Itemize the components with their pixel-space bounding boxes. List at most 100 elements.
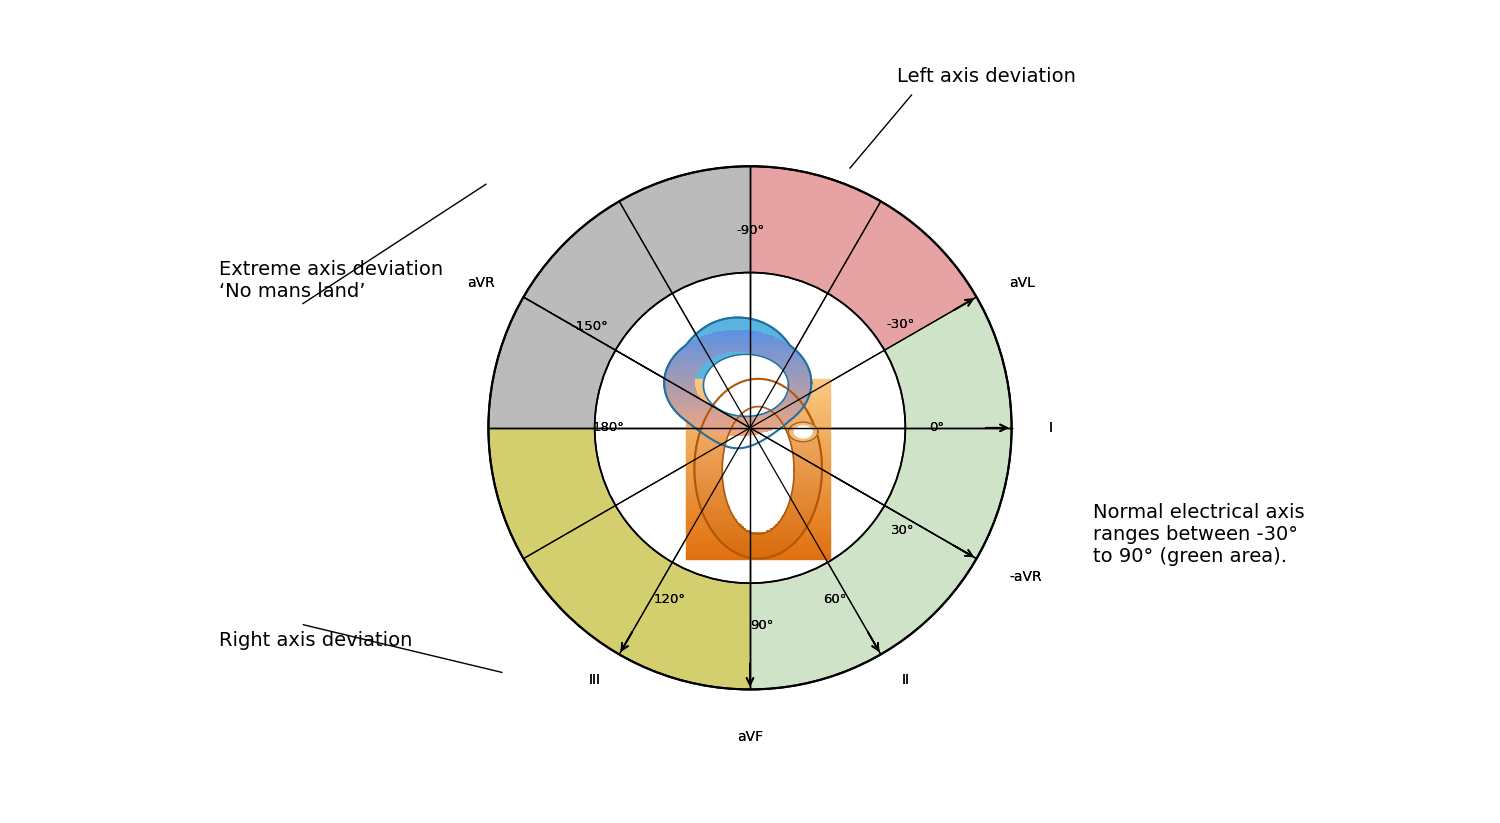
Polygon shape	[680, 350, 738, 351]
Polygon shape	[669, 363, 705, 365]
Polygon shape	[780, 379, 812, 380]
Polygon shape	[664, 382, 694, 383]
Polygon shape	[758, 355, 801, 356]
Polygon shape	[784, 424, 814, 425]
Polygon shape	[711, 407, 747, 409]
Polygon shape	[729, 548, 758, 550]
Bar	[686, 406, 830, 408]
Bar	[686, 534, 830, 536]
Polygon shape	[776, 368, 808, 370]
Bar	[686, 385, 830, 388]
Polygon shape	[700, 429, 729, 431]
Polygon shape	[738, 426, 778, 428]
Polygon shape	[789, 435, 818, 436]
Polygon shape	[666, 396, 700, 398]
Bar	[686, 556, 830, 559]
Text: 30°: 30°	[891, 524, 915, 537]
Polygon shape	[723, 542, 758, 544]
Text: 180°: 180°	[592, 421, 626, 435]
Polygon shape	[794, 472, 822, 474]
Polygon shape	[690, 342, 738, 343]
Polygon shape	[706, 415, 738, 416]
Polygon shape	[788, 431, 816, 433]
Polygon shape	[698, 492, 724, 494]
Polygon shape	[696, 486, 724, 489]
Polygon shape	[700, 427, 730, 429]
Polygon shape	[758, 535, 801, 537]
Polygon shape	[676, 412, 726, 413]
Polygon shape	[776, 398, 808, 399]
Polygon shape	[664, 384, 696, 385]
Polygon shape	[708, 412, 741, 413]
Polygon shape	[782, 418, 812, 421]
Polygon shape	[738, 339, 780, 341]
Polygon shape	[758, 551, 782, 553]
Polygon shape	[668, 365, 702, 367]
Polygon shape	[758, 541, 795, 542]
Polygon shape	[790, 440, 819, 442]
Polygon shape	[758, 532, 802, 533]
Polygon shape	[664, 379, 696, 380]
Polygon shape	[708, 334, 738, 335]
Polygon shape	[668, 367, 700, 368]
Polygon shape	[669, 400, 704, 402]
Bar	[686, 467, 830, 469]
Polygon shape	[696, 485, 723, 486]
Polygon shape	[664, 378, 696, 379]
Polygon shape	[694, 458, 723, 460]
Bar	[686, 498, 830, 500]
Bar	[686, 518, 830, 520]
Bar	[686, 504, 830, 507]
Polygon shape	[678, 351, 738, 352]
Polygon shape	[664, 383, 694, 384]
Polygon shape	[664, 387, 696, 388]
Polygon shape	[664, 376, 696, 378]
Polygon shape	[672, 358, 711, 359]
Bar	[686, 532, 830, 534]
Polygon shape	[777, 523, 808, 524]
Polygon shape	[794, 463, 822, 465]
Bar	[686, 428, 830, 430]
Polygon shape	[664, 385, 696, 387]
Polygon shape	[698, 426, 738, 428]
Polygon shape	[790, 494, 819, 495]
Polygon shape	[694, 456, 723, 458]
Polygon shape	[742, 380, 758, 383]
Bar	[686, 536, 830, 538]
Polygon shape	[672, 359, 710, 360]
Polygon shape	[780, 382, 812, 383]
Polygon shape	[699, 503, 728, 504]
Polygon shape	[758, 546, 789, 548]
Polygon shape	[702, 424, 732, 425]
Polygon shape	[794, 467, 822, 469]
Polygon shape	[714, 533, 758, 535]
Polygon shape	[780, 385, 812, 387]
Bar	[686, 543, 830, 545]
Polygon shape	[738, 428, 776, 430]
Text: 60°: 60°	[824, 593, 846, 606]
Polygon shape	[786, 509, 814, 510]
Polygon shape	[698, 497, 726, 500]
Bar	[686, 394, 830, 397]
Polygon shape	[675, 411, 722, 412]
Polygon shape	[771, 363, 807, 365]
Polygon shape	[670, 360, 708, 361]
Polygon shape	[774, 365, 807, 367]
Polygon shape	[706, 416, 736, 418]
Polygon shape	[704, 354, 789, 416]
Polygon shape	[738, 351, 798, 352]
Text: II: II	[902, 673, 909, 687]
Bar	[686, 417, 830, 419]
Polygon shape	[699, 500, 728, 501]
Bar	[686, 451, 830, 453]
Text: aVF: aVF	[736, 730, 764, 744]
Polygon shape	[722, 395, 758, 397]
Polygon shape	[666, 372, 698, 374]
Polygon shape	[782, 518, 812, 519]
Polygon shape	[694, 480, 723, 481]
Polygon shape	[704, 514, 734, 515]
Polygon shape	[688, 421, 738, 423]
Bar	[686, 491, 830, 494]
Polygon shape	[782, 515, 812, 518]
Polygon shape	[792, 447, 820, 449]
